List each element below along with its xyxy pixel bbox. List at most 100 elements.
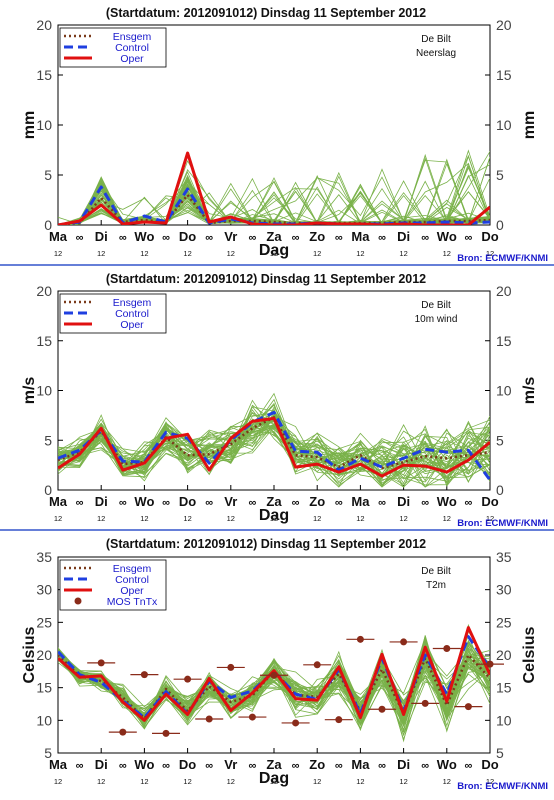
legend-box: [59, 293, 167, 334]
mos-point: [378, 705, 386, 713]
x-midday-marker: ∞: [205, 760, 213, 772]
y-tick-label-left: 0: [44, 482, 52, 498]
y-tick-label-right: 20: [496, 647, 512, 663]
chart-panel-2: (Startdatum: 2012091012) Dinsdag 11 Sept…: [0, 272, 554, 531]
mos-point: [227, 663, 235, 671]
x-midday-marker: ∞: [76, 232, 84, 244]
x-tick-label: Di: [95, 757, 108, 772]
mos-point: [443, 644, 451, 652]
chart-panel-1: (Startdatum: 2012091012) Dinsdag 11 Sept…: [0, 6, 554, 266]
ensemble-member-line: [58, 412, 490, 471]
y-tick-label-right: 0: [496, 217, 504, 233]
x-tick-label: Ma: [49, 229, 68, 244]
x-tick-label: Do: [179, 757, 196, 772]
x-midday-marker: ∞: [76, 760, 84, 772]
mos-point: [97, 659, 105, 667]
y-tick-label-left: 5: [44, 432, 52, 448]
x-axis-label: Dag: [259, 242, 289, 259]
x-sub-label: 12: [443, 777, 451, 786]
x-tick-label: Di: [95, 229, 108, 244]
x-sub-label: 12: [356, 777, 364, 786]
x-tick-label: Ma: [351, 494, 370, 509]
ensemble-members: [58, 149, 490, 225]
y-tick-label-left: 0: [44, 217, 52, 233]
x-midday-marker: ∞: [421, 760, 429, 772]
x-midday-marker: ∞: [162, 760, 170, 772]
ensemble-member-line: [58, 402, 490, 483]
legend-label: MOS TnTx: [107, 596, 158, 608]
y-tick-label-left: 5: [44, 167, 52, 183]
y-tick-label-right: 5: [496, 432, 504, 448]
y-tick-label-left: 20: [36, 283, 52, 299]
x-midday-marker: ∞: [292, 232, 300, 244]
chart-title: (Startdatum: 2012091012) Dinsdag 11 Sept…: [106, 272, 426, 286]
x-midday-marker: ∞: [292, 760, 300, 772]
x-sub-label: 12: [399, 777, 407, 786]
y-tick-label-left: 15: [36, 680, 52, 696]
legend-label: Control: [115, 42, 149, 54]
x-tick-label: Za: [266, 494, 282, 509]
x-midday-marker: ∞: [76, 497, 84, 509]
x-sub-label: 12: [270, 249, 278, 258]
x-midday-marker: ∞: [248, 232, 256, 244]
y-tick-label-left: 30: [36, 582, 52, 598]
y-tick-label-right: 10: [496, 383, 512, 399]
x-sub-label: 12: [399, 249, 407, 258]
mos-point: [335, 716, 343, 724]
ensemble-member-line: [58, 156, 490, 225]
x-tick-label: Do: [481, 229, 498, 244]
x-tick-label: Ma: [351, 229, 370, 244]
y-tick-label-right: 20: [496, 283, 512, 299]
x-sub-label: 12: [140, 249, 148, 258]
station-label: De Bilt: [421, 566, 451, 577]
source-label: Bron: ECMWF/KNMI: [457, 781, 548, 792]
x-midday-marker: ∞: [464, 760, 472, 772]
x-sub-label: 12: [140, 777, 148, 786]
y-axis-label-left: m/s: [21, 377, 38, 405]
x-sub-label: 12: [356, 249, 364, 258]
x-midday-marker: ∞: [162, 497, 170, 509]
x-axis-label: Dag: [259, 507, 289, 524]
series-oper-line: [58, 416, 490, 478]
y-tick-label-right: 15: [496, 680, 512, 696]
y-tick-label-right: 5: [496, 167, 504, 183]
x-sub-label: 12: [227, 777, 235, 786]
x-tick-label: Zo: [309, 229, 325, 244]
x-midday-marker: ∞: [464, 232, 472, 244]
chart-title: (Startdatum: 2012091012) Dinsdag 11 Sept…: [106, 537, 426, 551]
legend-label: Control: [115, 308, 149, 320]
mos-point: [205, 715, 213, 723]
ensemble-member-line: [58, 421, 490, 488]
y-tick-label-left: 20: [36, 17, 52, 33]
mos-point: [162, 729, 170, 737]
y-tick-label-right: 25: [496, 614, 512, 630]
mos-point: [119, 728, 127, 736]
y-tick-label-left: 15: [36, 333, 52, 349]
x-midday-marker: ∞: [248, 760, 256, 772]
mos-point: [400, 638, 408, 646]
mos-point: [421, 699, 429, 707]
variable-label: Neerslag: [416, 48, 456, 59]
legend-label: Control: [115, 574, 149, 586]
legend-label: Oper: [120, 585, 144, 597]
x-tick-label: Do: [481, 494, 498, 509]
mos-point: [270, 671, 278, 679]
x-midday-marker: ∞: [464, 497, 472, 509]
y-tick-label-left: 15: [36, 67, 52, 83]
ensemble-member-line: [58, 154, 490, 225]
x-midday-marker: ∞: [119, 760, 127, 772]
x-sub-label: 12: [443, 514, 451, 523]
y-tick-label-right: 15: [496, 333, 512, 349]
x-midday-marker: ∞: [119, 497, 127, 509]
x-tick-label: Di: [397, 757, 410, 772]
x-tick-label: Ma: [351, 757, 370, 772]
x-axis-label: Dag: [259, 770, 289, 787]
ensemble-member-line: [58, 157, 490, 225]
ensemble-member-line: [58, 155, 490, 225]
x-midday-marker: ∞: [248, 497, 256, 509]
x-sub-label: 12: [313, 777, 321, 786]
chart-title: (Startdatum: 2012091012) Dinsdag 11 Sept…: [106, 6, 426, 20]
legend-label: Oper: [120, 53, 144, 65]
ensemble-member-line: [58, 647, 490, 729]
x-sub-label: 12: [97, 777, 105, 786]
